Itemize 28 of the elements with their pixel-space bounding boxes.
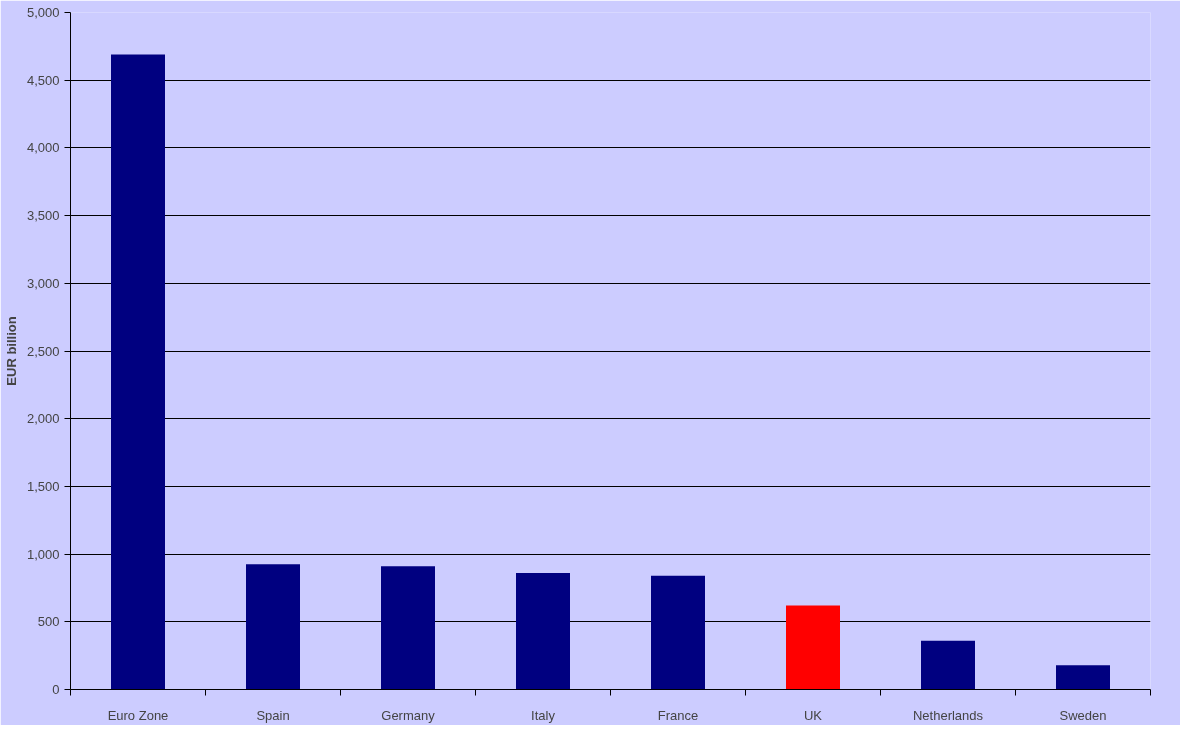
y-tick-label: 1,500 <box>26 478 60 494</box>
bar <box>381 566 435 690</box>
y-tick-label: 3,500 <box>26 208 60 224</box>
y-tick-label: 1,000 <box>26 546 60 562</box>
y-tick-label: 500 <box>37 614 60 630</box>
x-tick-label: UK <box>803 707 823 723</box>
y-tick-label: 0 <box>52 682 60 697</box>
y-tick-label: 2,000 <box>26 411 60 427</box>
bar <box>111 54 165 690</box>
y-tick-label: 2,500 <box>26 343 60 359</box>
bar <box>246 564 300 690</box>
bar <box>921 640 975 690</box>
x-tick-label: Netherlands <box>912 707 984 723</box>
y-tick-label: 4,500 <box>26 72 60 88</box>
x-tick-label: Sweden <box>1059 707 1107 723</box>
x-tick-label: France <box>657 707 699 723</box>
bar <box>1056 665 1110 690</box>
bar <box>786 605 840 690</box>
x-tick-label: Italy <box>531 707 556 723</box>
y-axis-title: EUR billion <box>3 316 19 386</box>
x-tick-label: Germany <box>381 707 436 723</box>
y-tick-label: 5,000 <box>26 5 60 20</box>
y-tick-label: 3,000 <box>26 275 60 291</box>
y-tick-label: 4,000 <box>26 140 60 156</box>
bar <box>516 573 570 690</box>
bar <box>651 575 705 690</box>
x-tick-label: Spain <box>256 707 290 723</box>
x-tick-label: Euro Zone <box>107 707 169 723</box>
